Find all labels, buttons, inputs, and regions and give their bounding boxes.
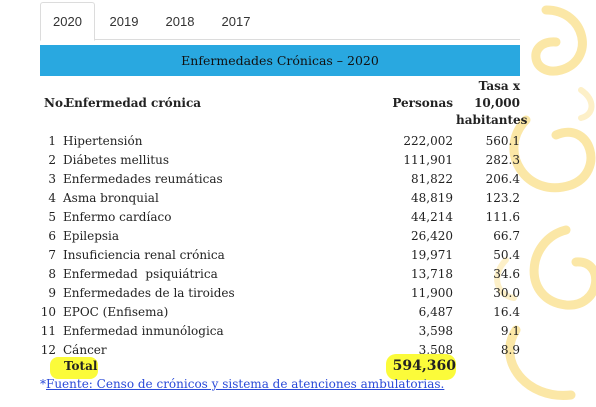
- table-row: 10 EPOC (Enfisema) 6,487 16.4: [40, 303, 524, 322]
- cell-no: 2: [48, 153, 56, 167]
- cell-tasa: 30.0: [493, 286, 520, 300]
- cell-no: 12: [40, 343, 56, 357]
- total-label-highlight: [50, 357, 98, 379]
- cell-name: Hipertensión: [63, 134, 143, 148]
- cell-tasa: 123.2: [485, 191, 520, 205]
- table-row: 7 Insuficiencia renal crónica 19,971 50.4: [40, 246, 524, 265]
- cell-tasa: 206.4: [485, 172, 520, 186]
- cell-name: Cáncer: [63, 343, 107, 357]
- table-row: 5 Enfermo cardíaco 44,214 111.6: [40, 208, 524, 227]
- cell-no: 11: [40, 324, 56, 338]
- cell-no: 4: [48, 191, 56, 205]
- cell-tasa: 111.6: [485, 210, 520, 224]
- cell-name: EPOC (Enfisema): [63, 305, 169, 319]
- decorative-swirls-background: [494, 5, 596, 400]
- cell-personas: 11,900: [411, 286, 453, 300]
- tab-2019[interactable]: 2019: [109, 13, 139, 29]
- cell-name: Enfermedades de la tiroides: [63, 286, 235, 300]
- tab-2020[interactable]: 2020: [40, 2, 95, 41]
- cell-tasa: 66.7: [493, 229, 520, 243]
- total-value: 594,360: [392, 358, 456, 374]
- cell-name: Epilepsia: [63, 229, 120, 243]
- cell-personas: 19,971: [411, 248, 453, 262]
- header-tasa-line3: habitantes: [456, 113, 528, 127]
- header-tasa-line2: 10,000: [474, 96, 520, 110]
- table-title-bar: Enfermedades Crónicas – 2020: [40, 45, 520, 76]
- cell-tasa: 16.4: [493, 305, 520, 319]
- cell-name: Enfermo cardíaco: [63, 210, 172, 224]
- table-row: 2 Diábetes mellitus 111,901 282.3: [40, 151, 524, 170]
- header-tasa: Tasa x 10,000 habitantes: [456, 78, 528, 129]
- cell-name: Diábetes mellitus: [63, 153, 169, 167]
- source-link[interactable]: Fuente: Censo de crónicos y sistema de a…: [46, 377, 445, 391]
- table-row: 8 Enfermedad psiquiátrica 13,718 34.6: [40, 265, 524, 284]
- cell-personas: 3,598: [418, 324, 453, 338]
- cell-no: 6: [48, 229, 56, 243]
- total-row: Total 594,360: [40, 354, 524, 380]
- table-row: 1 Hipertensión 222,002 560.1: [40, 132, 524, 151]
- cell-tasa: 50.4: [493, 248, 520, 262]
- cell-no: 3: [48, 172, 56, 186]
- cell-no: 9: [48, 286, 56, 300]
- cell-name: Insuficiencia renal crónica: [63, 248, 225, 262]
- cell-tasa: 8.9: [500, 343, 520, 357]
- cell-personas: 48,819: [411, 191, 453, 205]
- total-label: Total: [64, 359, 98, 373]
- cell-tasa: 9.1: [500, 324, 520, 338]
- source-footnote: *Fuente: Censo de crónicos y sistema de …: [40, 377, 444, 391]
- table-body: 1 Hipertensión 222,002 560.1 2 Diábetes mell…: [40, 132, 524, 360]
- header-no: No.: [44, 96, 67, 110]
- total-value-highlight: [386, 354, 456, 380]
- cell-name: Enfermedad inmunólogica: [63, 324, 224, 338]
- tab-2017[interactable]: 2017: [221, 13, 251, 29]
- cell-personas: 13,718: [411, 267, 453, 281]
- table-row: 4 Asma bronquial 48,819 123.2: [40, 189, 524, 208]
- cell-personas: 26,420: [411, 229, 453, 243]
- table-row: 9 Enfermedades de la tiroides 11,900 30.0: [40, 284, 524, 303]
- cell-tasa: 560.1: [485, 134, 520, 148]
- footnote-asterisk: *: [40, 377, 46, 391]
- tab-2018[interactable]: 2018: [165, 13, 195, 29]
- cell-name: Asma bronquial: [63, 191, 159, 205]
- table-row: 3 Enfermedades reumáticas 81,822 206.4: [40, 170, 524, 189]
- cell-no: 8: [48, 267, 56, 281]
- year-tabs: 2020 2019 2018 2017: [40, 0, 520, 41]
- cell-no: 7: [48, 248, 56, 262]
- header-tasa-line1: Tasa x: [478, 79, 520, 93]
- cell-no: 1: [48, 134, 56, 148]
- cell-personas: 44,214: [411, 210, 453, 224]
- header-personas: Personas: [392, 96, 453, 110]
- cell-tasa: 282.3: [485, 153, 520, 167]
- table-row: 12 Cáncer 3,508 8.9: [40, 341, 524, 360]
- table-row: 6 Epilepsia 26,420 66.7: [40, 227, 524, 246]
- cell-personas: 222,002: [403, 134, 453, 148]
- cell-personas: 6,487: [418, 305, 453, 319]
- table-row: 11 Enfermedad inmunólogica 3,598 9.1: [40, 322, 524, 341]
- cell-personas: 3,508: [418, 343, 453, 357]
- cell-no: 5: [48, 210, 56, 224]
- cell-name: Enfermedades reumáticas: [63, 172, 223, 186]
- header-enfermedad: Enfermedad crónica: [65, 96, 202, 110]
- cell-no: 10: [40, 305, 56, 319]
- cell-tasa: 34.6: [493, 267, 520, 281]
- cell-personas: 111,901: [403, 153, 453, 167]
- table-title: Enfermedades Crónicas – 2020: [181, 53, 379, 68]
- cell-personas: 81,822: [411, 172, 453, 186]
- cell-name: Enfermedad psiquiátrica: [63, 267, 218, 281]
